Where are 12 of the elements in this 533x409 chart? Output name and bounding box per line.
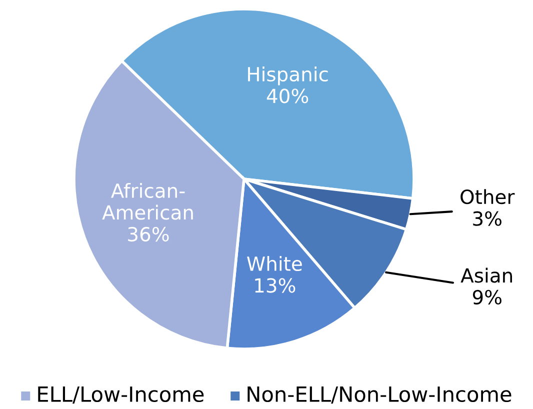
data-label: 40% [266,88,308,104]
slice-label: Hispanic [248,66,328,86]
text: ELL/Low-Income [38,386,204,404]
slice-label: African-American [102,182,193,220]
data-label: 3% [473,211,502,226]
slice-label: Asian [460,268,512,283]
data-label: 13% [255,278,296,293]
data-label: 36% [128,226,169,242]
slice-label: White [247,256,302,272]
text: Non-ELL/Non-Low-Income [248,386,512,404]
data-label: 9% [472,290,502,305]
slice-label: Other [460,189,515,204]
